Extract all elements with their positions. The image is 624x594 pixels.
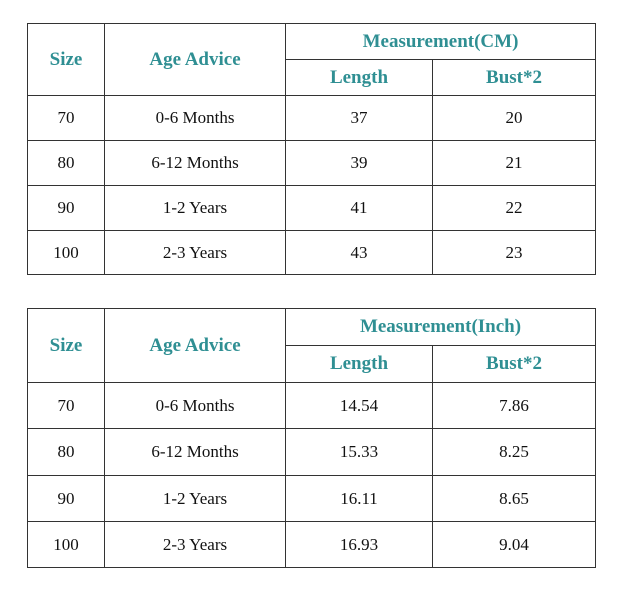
size-header: Size [27, 23, 105, 96]
age-cell: 6-12 Months [104, 140, 286, 186]
age-cell: 6-12 Months [104, 428, 286, 476]
length-cell: 16.11 [285, 475, 433, 522]
data-row: 80 6-12 Months 39 21 [27, 140, 597, 186]
size-cell: 80 [27, 428, 105, 476]
length-header: Length [285, 59, 433, 96]
size-cell: 70 [27, 382, 105, 429]
bust-header: Bust*2 [432, 345, 596, 383]
size-cell: 90 [27, 185, 105, 231]
size-cell: 100 [27, 230, 105, 275]
data-row: 90 1-2 Years 41 22 [27, 185, 597, 231]
length-cell: 39 [285, 140, 433, 186]
length-cell: 37 [285, 95, 433, 141]
age-header: Age Advice [104, 23, 286, 96]
header-row: Length Bust*2 [28, 345, 596, 383]
measurement-header: Measurement(Inch) [285, 308, 596, 346]
length-cell: 15.33 [285, 428, 433, 476]
age-cell: 2-3 Years [104, 230, 286, 275]
bust-header: Bust*2 [431, 59, 597, 96]
bust-cell: 21 [431, 140, 597, 186]
size-table: Size Age Advice Measurement(CM) Length Bust*… [27, 23, 597, 275]
age-cell: 2-3 Years [104, 521, 286, 568]
age-cell: 1-2 Years [104, 475, 286, 522]
header-row: Size Age Advice Measurement(CM) [27, 23, 597, 96]
bust-cell: 22 [431, 185, 597, 231]
length-header: Length [285, 345, 433, 383]
length-cell: 14.54 [285, 382, 433, 429]
length-cell: 16.93 [285, 521, 433, 568]
data-row: 100 2-3 Years 43 23 [27, 230, 597, 275]
data-row: 80 6-12 Months 15.33 8.25 [27, 428, 596, 476]
size-table: Size Age Advice Measurement(Inch) Length Bus… [27, 308, 596, 568]
age-cell: 0-6 Months [104, 382, 286, 429]
length-cell: 41 [285, 185, 433, 231]
header-row: Size Age Advice Measurement(Inch) [27, 308, 596, 383]
size-cell: 100 [27, 521, 105, 568]
bust-cell: 8.25 [432, 428, 596, 476]
data-row: 70 0-6 Months 37 20 [27, 95, 597, 141]
bust-cell: 9.04 [432, 521, 596, 568]
bust-cell: 7.86 [432, 382, 596, 429]
header-row: Length Bust*2 [28, 59, 597, 96]
size-cell: 80 [27, 140, 105, 186]
age-cell: 0-6 Months [104, 95, 286, 141]
age-header: Age Advice [104, 308, 286, 383]
bust-cell: 23 [431, 230, 597, 275]
age-cell: 1-2 Years [104, 185, 286, 231]
measurement-header: Measurement(CM) [284, 23, 597, 60]
size-cell: 70 [27, 95, 105, 141]
size-cell: 90 [27, 475, 105, 522]
length-cell: 43 [285, 230, 433, 275]
data-row: 90 1-2 Years 16.11 8.65 [27, 475, 596, 522]
bust-cell: 20 [431, 95, 597, 141]
data-row: 100 2-3 Years 16.93 9.04 [27, 521, 596, 568]
size-header: Size [27, 308, 105, 383]
data-row: 70 0-6 Months 14.54 7.86 [27, 382, 596, 429]
bust-cell: 8.65 [432, 475, 596, 522]
